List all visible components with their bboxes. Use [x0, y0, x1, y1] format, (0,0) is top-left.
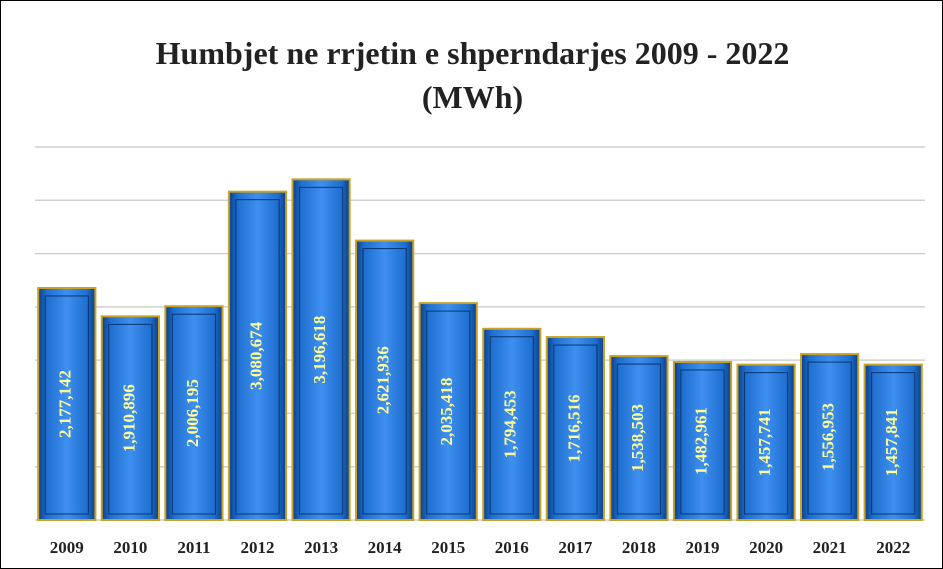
value-label: 2,035,418 — [437, 378, 456, 446]
x-tick-label: 2019 — [686, 538, 720, 557]
x-tick-label: 2011 — [177, 538, 210, 557]
value-label: 1,794,453 — [501, 390, 520, 458]
bar-bevel — [362, 248, 407, 515]
x-tick-label: 2009 — [50, 538, 84, 557]
bar — [545, 336, 605, 522]
value-label: 3,080,674 — [246, 321, 265, 390]
bar-bevel — [171, 313, 217, 515]
bar — [100, 315, 160, 521]
bar — [672, 360, 733, 522]
bar-bevel — [871, 372, 916, 515]
bar — [37, 286, 97, 522]
value-label: 1,457,741 — [755, 408, 774, 476]
x-tick-label: 2013 — [304, 538, 338, 557]
value-label: 2,006,195 — [183, 379, 202, 447]
value-label: 1,716,516 — [564, 395, 583, 463]
bar-bevel — [743, 372, 789, 515]
value-label: 3,196,618 — [310, 316, 329, 384]
x-tick-label: 2022 — [876, 538, 910, 557]
x-tick-label: 2021 — [813, 538, 847, 557]
x-tick-label: 2017 — [558, 538, 593, 557]
x-tick-label: 2012 — [241, 538, 275, 557]
x-tick-label: 2020 — [749, 538, 783, 557]
value-label: 1,482,961 — [691, 407, 710, 475]
bar-bevel — [807, 361, 852, 515]
bar — [736, 363, 796, 521]
bar-bevel — [298, 186, 344, 515]
bar-bevel — [108, 323, 153, 515]
x-tick-label: 2016 — [495, 538, 529, 557]
value-label: 2,621,936 — [374, 346, 393, 414]
x-tick-label: 2015 — [431, 538, 465, 557]
x-tick-label: 2014 — [368, 538, 403, 557]
value-label: 1,556,953 — [819, 403, 838, 471]
bar-bevel — [616, 363, 662, 515]
bar — [418, 302, 478, 522]
bar — [355, 239, 415, 521]
value-label: 1,910,896 — [119, 384, 138, 452]
x-tick-label: 2018 — [622, 538, 656, 557]
value-label: 1,538,503 — [628, 404, 647, 472]
x-tick-label: 2010 — [113, 538, 147, 557]
bar — [164, 305, 224, 521]
bar — [291, 178, 351, 521]
value-label: 2,177,142 — [56, 370, 75, 438]
bar — [482, 327, 542, 521]
bar — [227, 190, 288, 521]
bar-bevel — [235, 199, 280, 515]
bar-bevel — [680, 369, 725, 515]
chart-title: Humbjet ne rrjetin e shperndarjes 2009 -… — [155, 35, 790, 115]
bar — [609, 355, 669, 522]
bar — [863, 363, 923, 521]
value-label: 1,457,841 — [882, 408, 901, 476]
bar-bevel — [426, 310, 471, 515]
bar-bevel — [553, 344, 598, 515]
bar-bevel — [44, 295, 89, 515]
bar — [800, 353, 860, 522]
bar-bevel — [489, 336, 534, 515]
